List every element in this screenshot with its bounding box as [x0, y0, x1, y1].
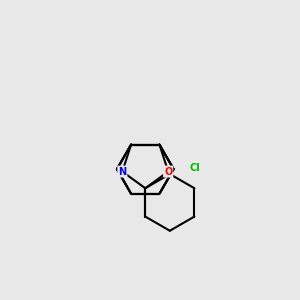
Text: O: O: [164, 167, 172, 177]
Text: N: N: [118, 167, 126, 177]
Text: Cl: Cl: [189, 164, 200, 173]
